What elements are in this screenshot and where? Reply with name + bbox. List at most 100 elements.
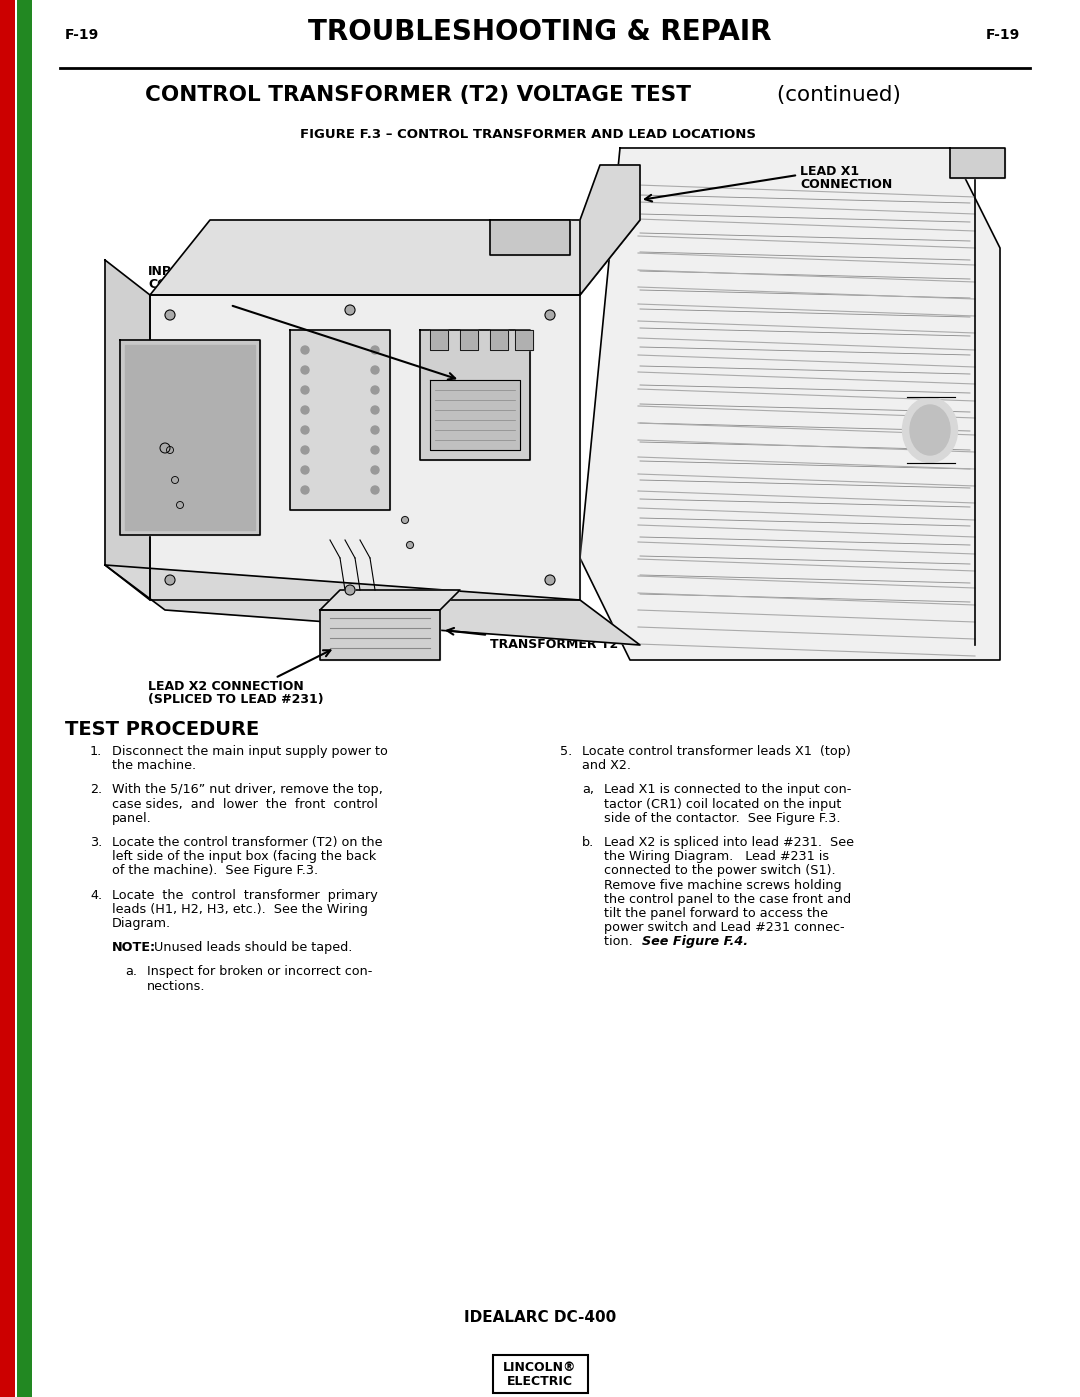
Text: the control panel to the case front and: the control panel to the case front and: [604, 893, 851, 905]
Polygon shape: [120, 339, 260, 535]
Text: Return to Section TOC: Return to Section TOC: [2, 704, 12, 796]
Text: NOTE:: NOTE:: [112, 942, 157, 954]
Text: Unused leads should be taped.: Unused leads should be taped.: [150, 942, 352, 954]
Text: Locate  the  control  transformer  primary: Locate the control transformer primary: [112, 888, 378, 901]
Text: 5.: 5.: [561, 745, 572, 759]
Text: IDEALARC DC-400: IDEALARC DC-400: [464, 1310, 616, 1324]
Text: Inspect for broken or incorrect con-: Inspect for broken or incorrect con-: [147, 965, 373, 978]
Circle shape: [301, 366, 309, 374]
Circle shape: [372, 346, 379, 353]
Polygon shape: [490, 219, 570, 256]
Text: the Wiring Diagram.   Lead #231 is: the Wiring Diagram. Lead #231 is: [604, 851, 829, 863]
Circle shape: [345, 305, 355, 314]
Text: (continued): (continued): [770, 85, 901, 105]
Polygon shape: [430, 330, 448, 351]
Polygon shape: [320, 610, 440, 659]
Text: Return to Section TOC: Return to Section TOC: [2, 253, 12, 346]
Polygon shape: [150, 295, 580, 599]
Bar: [0, 0, 15, 1397]
Text: CONTROL: CONTROL: [490, 624, 557, 638]
Circle shape: [372, 446, 379, 454]
Bar: [17, 0, 32, 1397]
Text: Lead X1 is connected to the input con-: Lead X1 is connected to the input con-: [604, 784, 851, 796]
Text: case sides,  and  lower  the  front  control: case sides, and lower the front control: [112, 798, 378, 810]
Circle shape: [372, 486, 379, 495]
Circle shape: [166, 447, 174, 454]
Circle shape: [172, 476, 178, 483]
Text: Diagram.: Diagram.: [112, 916, 171, 930]
Circle shape: [372, 366, 379, 374]
Polygon shape: [420, 330, 530, 460]
Circle shape: [372, 426, 379, 434]
Text: Return to Master TOC: Return to Master TOC: [19, 1105, 28, 1196]
Text: 3.: 3.: [90, 835, 103, 849]
Circle shape: [301, 446, 309, 454]
Text: of the machine).  See Figure F.3.: of the machine). See Figure F.3.: [112, 865, 319, 877]
Text: the machine.: the machine.: [112, 759, 197, 773]
Circle shape: [372, 407, 379, 414]
Polygon shape: [125, 345, 255, 529]
Text: 1.: 1.: [90, 745, 103, 759]
Polygon shape: [490, 330, 508, 351]
Circle shape: [345, 585, 355, 595]
Text: FIGURE F.3 – CONTROL TRANSFORMER AND LEAD LOCATIONS: FIGURE F.3 – CONTROL TRANSFORMER AND LEA…: [300, 129, 756, 141]
Text: CONTACTOR: CONTACTOR: [148, 278, 233, 291]
Circle shape: [165, 310, 175, 320]
Text: F-19: F-19: [65, 28, 99, 42]
Polygon shape: [460, 330, 478, 351]
Text: LEAD X1: LEAD X1: [800, 165, 859, 177]
Text: connected to the power switch (S1).: connected to the power switch (S1).: [604, 865, 836, 877]
Circle shape: [301, 426, 309, 434]
Text: TEST PROCEDURE: TEST PROCEDURE: [65, 719, 259, 739]
Circle shape: [545, 310, 555, 320]
Text: tactor (CR1) coil located on the input: tactor (CR1) coil located on the input: [604, 798, 841, 810]
Text: and X2.: and X2.: [582, 759, 631, 773]
Circle shape: [301, 407, 309, 414]
Text: CR1: CR1: [148, 291, 175, 305]
Text: With the 5/16” nut driver, remove the top,: With the 5/16” nut driver, remove the to…: [112, 784, 383, 796]
Text: CONNECTION: CONNECTION: [800, 177, 892, 191]
Text: LEAD X2 CONNECTION: LEAD X2 CONNECTION: [148, 680, 303, 693]
Circle shape: [165, 576, 175, 585]
Text: tilt the panel forward to access the: tilt the panel forward to access the: [604, 907, 828, 921]
Text: leads (H1, H2, H3, etc.).  See the Wiring: leads (H1, H2, H3, etc.). See the Wiring: [112, 902, 368, 916]
Text: TROUBLESHOOTING & REPAIR: TROUBLESHOOTING & REPAIR: [308, 18, 772, 46]
Text: left side of the input box (facing the back: left side of the input box (facing the b…: [112, 851, 376, 863]
Circle shape: [402, 517, 408, 524]
Text: 4.: 4.: [90, 888, 103, 901]
Polygon shape: [105, 260, 150, 599]
Text: Return to Master TOC: Return to Master TOC: [19, 254, 28, 345]
Text: INPUT: INPUT: [148, 265, 191, 278]
Text: power switch and Lead #231 connec-: power switch and Lead #231 connec-: [604, 921, 845, 935]
Text: Locate control transformer leads X1  (top): Locate control transformer leads X1 (top…: [582, 745, 851, 759]
Text: tion.: tion.: [604, 936, 640, 949]
Text: Lead X2 is spliced into lead #231.  See: Lead X2 is spliced into lead #231. See: [604, 835, 854, 849]
Circle shape: [176, 502, 184, 509]
Text: Return to Section TOC: Return to Section TOC: [2, 1104, 12, 1197]
Circle shape: [545, 576, 555, 585]
Polygon shape: [950, 148, 1005, 177]
Bar: [492, 1355, 588, 1393]
Text: b.: b.: [582, 835, 594, 849]
Circle shape: [372, 467, 379, 474]
Ellipse shape: [903, 398, 958, 462]
Text: CONTROL TRANSFORMER (T2) VOLTAGE TEST: CONTROL TRANSFORMER (T2) VOLTAGE TEST: [145, 85, 691, 105]
Polygon shape: [580, 165, 640, 295]
Circle shape: [301, 386, 309, 394]
Text: TRANSFORMER T2: TRANSFORMER T2: [490, 638, 618, 651]
Circle shape: [406, 542, 414, 549]
Text: 2.: 2.: [90, 784, 103, 796]
Text: LINCOLN®: LINCOLN®: [503, 1361, 577, 1375]
Polygon shape: [430, 380, 519, 450]
Polygon shape: [150, 219, 640, 295]
Circle shape: [372, 386, 379, 394]
Text: a,: a,: [582, 784, 594, 796]
Circle shape: [160, 443, 170, 453]
Text: Remove five machine screws holding: Remove five machine screws holding: [604, 879, 841, 891]
Text: ELECTRIC: ELECTRIC: [507, 1375, 573, 1389]
Text: Locate the control transformer (T2) on the: Locate the control transformer (T2) on t…: [112, 835, 382, 849]
Polygon shape: [580, 148, 1000, 659]
Circle shape: [301, 467, 309, 474]
Ellipse shape: [910, 405, 950, 455]
Polygon shape: [291, 330, 390, 510]
